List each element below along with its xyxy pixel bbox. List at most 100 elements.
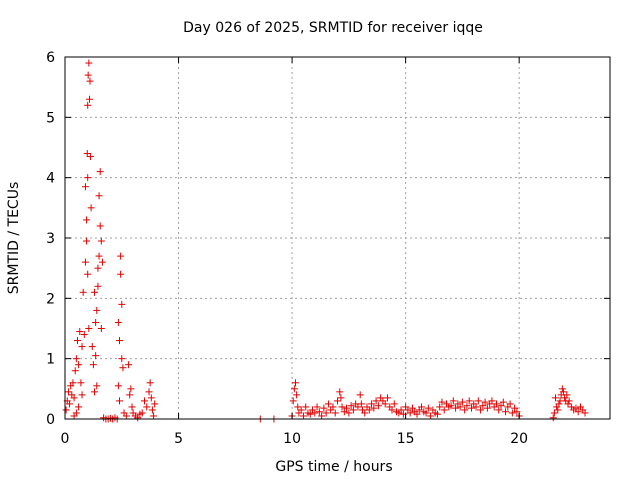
y-tick-label: 3 (46, 231, 55, 247)
data-point (550, 409, 558, 417)
data-point (311, 409, 319, 417)
data-point (62, 406, 70, 414)
data-point (71, 367, 79, 375)
data-point (119, 364, 127, 372)
data-point (145, 388, 153, 396)
data-point (440, 406, 448, 414)
data-point (483, 404, 491, 412)
data-point (289, 397, 297, 405)
data-point (365, 406, 373, 414)
data-point (488, 397, 496, 405)
data-point (492, 400, 500, 408)
data-point (116, 397, 123, 405)
x-tick-label: 0 (61, 431, 70, 447)
data-point (324, 400, 332, 408)
data-point (77, 379, 85, 387)
data-point (481, 398, 489, 406)
data-point (322, 409, 330, 417)
data-point (313, 403, 321, 411)
data-point (465, 397, 473, 405)
data-point (97, 325, 105, 332)
data-point (138, 409, 146, 417)
y-tick-label: 4 (46, 171, 55, 187)
data-point (87, 204, 95, 212)
data-point (436, 403, 444, 411)
data-point (86, 95, 94, 103)
data-point (340, 408, 348, 416)
data-point (456, 403, 464, 411)
data-point (390, 400, 398, 408)
data-point (438, 398, 446, 406)
data-point (72, 355, 80, 363)
data-point (433, 410, 441, 418)
data-point (370, 404, 378, 412)
data-point (368, 400, 376, 408)
data-point (70, 394, 78, 402)
data-point (506, 400, 514, 408)
data-point (89, 361, 97, 369)
y-tick-label: 2 (46, 291, 55, 307)
data-point (354, 403, 362, 411)
y-tick-label: 5 (46, 110, 55, 126)
data-point (92, 318, 100, 326)
data-point (66, 400, 74, 408)
data-point (513, 408, 521, 416)
data-point (336, 388, 344, 396)
data-point (552, 394, 559, 402)
data-point (293, 391, 301, 399)
data-point (97, 237, 105, 245)
data-point (126, 391, 134, 399)
data-point (116, 337, 123, 345)
data-point (294, 403, 302, 411)
data-point (554, 406, 562, 414)
data-points (62, 59, 589, 423)
data-point (140, 397, 148, 405)
data-point (343, 404, 351, 412)
data-point (151, 400, 159, 408)
data-point (306, 410, 314, 418)
data-point (447, 402, 455, 410)
data-point (329, 403, 337, 411)
data-point (95, 192, 103, 200)
data-point (96, 222, 104, 230)
x-axis-label: GPS time / hours (275, 459, 392, 475)
data-point (98, 258, 106, 266)
data-point (84, 71, 92, 79)
data-point (452, 404, 460, 412)
data-point (572, 404, 580, 412)
data-point (95, 252, 103, 260)
x-tick-label: 5 (174, 431, 183, 447)
data-point (64, 388, 72, 396)
data-point (93, 382, 101, 390)
data-point (302, 403, 310, 411)
data-point (361, 409, 369, 417)
plot-frame (64, 56, 611, 420)
data-point (474, 397, 482, 405)
data-point (413, 410, 421, 418)
axes: 0 5 10 15 20 0 1 2 3 4 5 6 (46, 50, 611, 447)
data-point (76, 328, 84, 336)
data-point (291, 379, 299, 387)
data-point (555, 400, 563, 408)
data-point (134, 414, 142, 422)
data-point (117, 270, 125, 278)
data-point (78, 391, 86, 399)
data-point (114, 382, 122, 390)
data-point (81, 183, 89, 191)
data-point (315, 408, 323, 416)
data-point (86, 77, 94, 85)
data-point (347, 402, 355, 410)
data-point (502, 408, 510, 416)
data-point (406, 409, 414, 417)
y-tick-label: 1 (46, 352, 55, 368)
data-point (388, 406, 396, 414)
data-point (463, 402, 471, 410)
data-point (449, 397, 457, 405)
x-tick-label: 20 (510, 431, 528, 447)
data-point (96, 168, 104, 176)
data-point (143, 403, 151, 411)
data-point (81, 258, 89, 266)
data-point (381, 400, 389, 408)
data-point (372, 397, 380, 405)
y-tick-label: 6 (46, 50, 55, 66)
